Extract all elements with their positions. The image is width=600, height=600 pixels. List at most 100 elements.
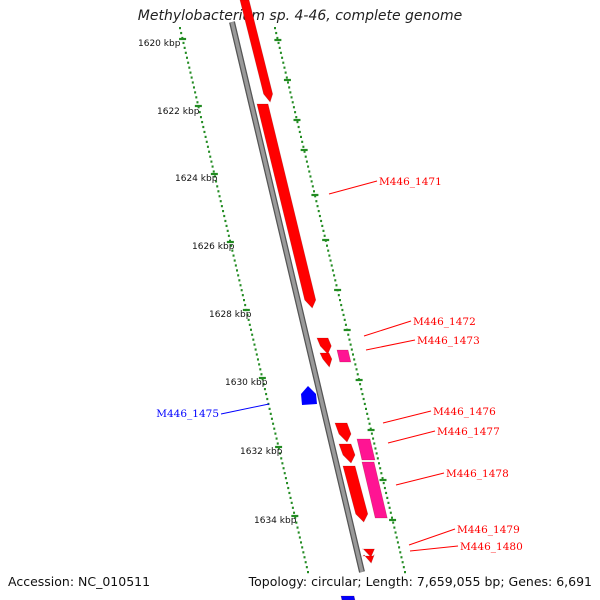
inner-track-dot [259, 368, 262, 371]
genome-summary-text: Topology: circular; Length: 7,659,055 bp… [248, 574, 592, 589]
inner-track-dot [258, 363, 261, 366]
outer-track-dot [285, 76, 288, 79]
inner-track-dot [270, 417, 273, 420]
outer-track-dot [288, 86, 291, 89]
inner-track-dot [293, 511, 296, 514]
inner-track-dot [261, 378, 264, 381]
outer-track-dot [378, 462, 380, 465]
gene-label: M446_1473 [417, 335, 480, 347]
inner-track-dot [187, 61, 190, 64]
outer-track-dot [376, 457, 379, 460]
outer-track-dot [350, 348, 353, 351]
outer-track-dot [354, 363, 357, 366]
gene-feature [239, 0, 273, 103]
outer-track-dot [343, 318, 346, 321]
inner-track-dot [294, 516, 297, 519]
inner-track-dot [241, 294, 244, 297]
inner-track-dot [206, 145, 209, 148]
inner-track-dot [266, 397, 269, 401]
inner-track-dot [220, 205, 223, 208]
inner-track-dot [231, 249, 234, 252]
gene-feature-bottom [340, 595, 356, 600]
outer-track-dot [305, 160, 308, 163]
outer-track-dot [383, 486, 386, 490]
inner-track-dot [224, 219, 227, 223]
inner-track-dot [233, 259, 236, 262]
outer-track-dot [310, 180, 313, 183]
inner-track-dot [273, 427, 276, 430]
outer-track-dot [339, 299, 341, 302]
inner-track-dot [248, 323, 251, 326]
inner-track-dot [182, 41, 185, 45]
outer-track-dot [314, 195, 317, 198]
inner-track-dot [184, 51, 187, 54]
inner-track-dot [253, 343, 256, 346]
gene-callout-line [328, 180, 378, 195]
outer-track-dot [291, 101, 294, 104]
inner-track-dot [272, 422, 275, 425]
inner-track-dot [236, 269, 239, 272]
genome-backbone [230, 21, 364, 573]
gene-label: M446_1479 [457, 524, 520, 536]
outer-track-dot [281, 56, 284, 59]
outer-track-dot [313, 190, 315, 193]
outer-track-dot [308, 170, 311, 173]
inner-track-dot [179, 27, 181, 30]
outer-track-dot [368, 422, 371, 425]
inner-track-dot [263, 388, 266, 391]
gene-callout-line [409, 545, 459, 552]
outer-track-dot [274, 27, 276, 30]
outer-track-dot [353, 358, 356, 361]
gene-callout-line [365, 339, 416, 351]
outer-track-dot [342, 313, 345, 317]
outer-track-dot [275, 31, 278, 35]
outer-track-dot [287, 81, 289, 84]
outer-track-dot [380, 472, 383, 475]
outer-track-dot [396, 541, 399, 544]
inner-track-dot [255, 353, 258, 356]
outer-track-dot [374, 447, 377, 450]
inner-track-dot [286, 481, 289, 485]
outer-track-dot [321, 224, 324, 228]
inner-track-dot [204, 135, 207, 138]
outer-track-dot [311, 185, 314, 188]
outer-track-dot [279, 51, 282, 54]
inner-track-dot [295, 521, 298, 524]
inner-track-dot [277, 447, 280, 450]
inner-track-dot [274, 432, 277, 435]
scale-label: 1624 kbp [175, 174, 218, 184]
gene-callout-line [395, 472, 445, 486]
inner-track-dot [265, 392, 268, 396]
outer-track-dot [359, 383, 362, 386]
outer-track-dot [340, 303, 343, 307]
outer-track-dot [379, 467, 382, 470]
inner-track-dot [196, 101, 199, 104]
inner-track-dot [279, 452, 282, 455]
inner-track-dot [219, 200, 222, 203]
inner-track-dot [223, 214, 226, 218]
outer-track-dot [361, 392, 364, 396]
outer-track-dot [298, 130, 301, 134]
outer-track-dot [300, 135, 302, 138]
inner-track-dot [307, 571, 309, 574]
inner-track-dot [298, 536, 301, 539]
outer-track-dot [365, 407, 367, 410]
inner-track-dot [180, 31, 183, 35]
outer-track-dot [382, 481, 385, 485]
inner-track-dot [208, 150, 211, 153]
outer-track-dot [328, 254, 331, 257]
inner-track-dot [202, 125, 205, 129]
outer-track-dot [316, 205, 319, 208]
outer-track-dot [400, 556, 403, 559]
accession-text: Accession: NC_010511 [8, 574, 151, 589]
inner-track-dot [227, 234, 230, 237]
outer-track-dot [330, 264, 333, 267]
outer-track-dot [302, 145, 305, 148]
inner-track-dot [301, 546, 304, 549]
inner-track-dot [305, 566, 308, 569]
outer-track-dot [337, 294, 340, 297]
outer-track-dot [326, 244, 328, 247]
gene-callout-line [382, 410, 432, 424]
outer-track-dot [381, 477, 384, 480]
